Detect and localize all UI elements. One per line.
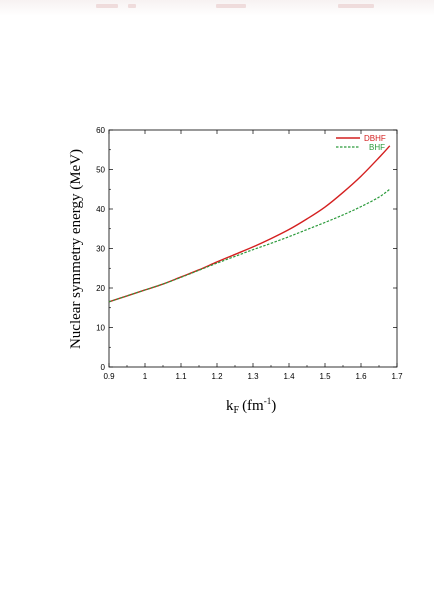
x-axis-title-k: k: [226, 398, 234, 414]
x-tick-label: 1.6: [355, 372, 367, 381]
scan-artifact: [338, 4, 374, 8]
legend-label-dbhf: DBHF: [364, 134, 386, 143]
x-axis-title-superscript: -1: [264, 396, 272, 406]
x-tick-label: 1.7: [391, 372, 403, 381]
x-tick-label: 1.4: [283, 372, 295, 381]
y-tick-label: 20: [96, 284, 105, 293]
x-tick-label: 1.1: [175, 372, 187, 381]
x-axis: 0.9 1 1.1 1.2 1.3 1.4 1.5 1.6 1.7: [103, 130, 403, 381]
x-tick-label: 1: [143, 372, 148, 381]
y-tick-label: 0: [101, 363, 106, 372]
series-layer: [108, 145, 391, 303]
legend: DBHF BHF: [336, 134, 386, 152]
x-axis-title: kF (fm-1): [226, 396, 276, 416]
x-tick-label: 0.9: [103, 372, 115, 381]
plot-frame: [108, 129, 398, 368]
series-line-bhf: [108, 188, 391, 303]
scan-artifact: [216, 4, 246, 8]
y-tick-label: 60: [96, 126, 105, 135]
x-tick-label: 1.3: [247, 372, 259, 381]
y-tick-label: 40: [96, 205, 105, 214]
y-tick-label: 50: [96, 166, 105, 175]
y-tick-label: 10: [96, 324, 105, 333]
legend-label-bhf: BHF: [369, 143, 385, 152]
scan-artifact: [96, 4, 118, 8]
y-tick-label: 30: [96, 245, 105, 254]
x-tick-label: 1.5: [319, 372, 331, 381]
x-axis-title-unit: (fm: [242, 398, 264, 414]
scan-artifact: [128, 4, 136, 8]
y-axis-title: Nuclear symmetry energy (MeV): [68, 149, 84, 349]
scan-edge: [0, 0, 434, 16]
x-axis-title-close: ): [271, 398, 276, 414]
x-axis-title-subscript: F: [234, 405, 240, 416]
y-axis: 0 10 20 30 40 50 60: [96, 126, 397, 372]
series-line-dbhf: [108, 145, 391, 303]
x-tick-label: 1.2: [211, 372, 223, 381]
